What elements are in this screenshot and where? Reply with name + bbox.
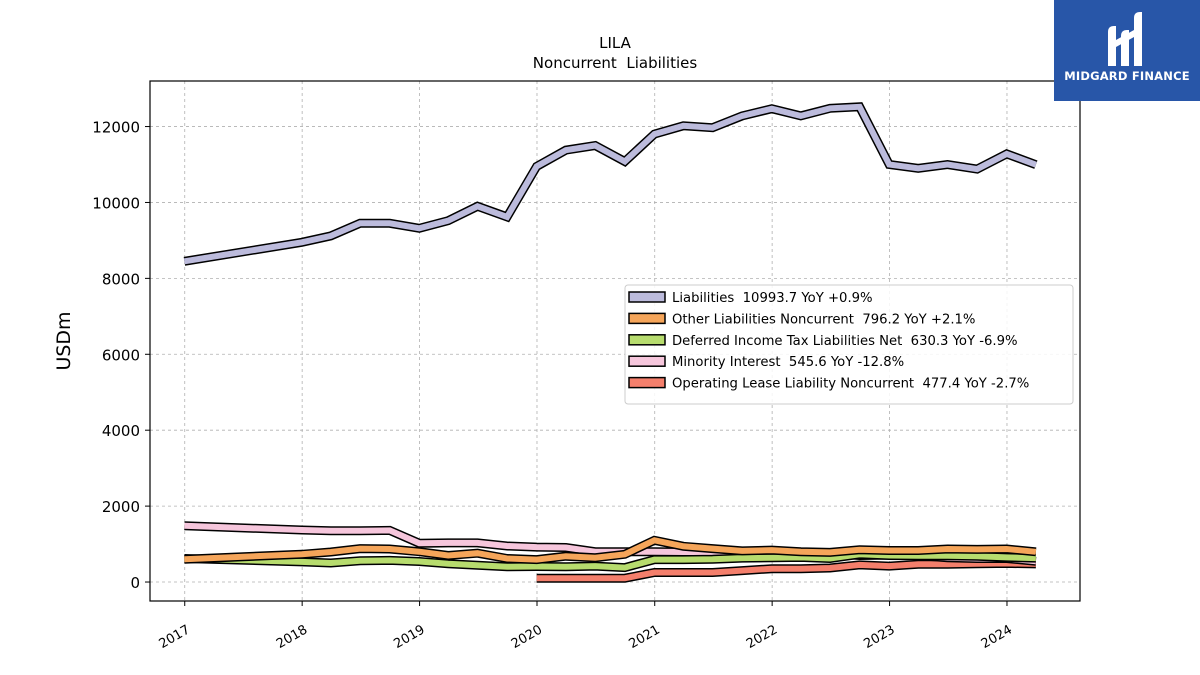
legend-swatch xyxy=(628,355,666,367)
y-tick-label: 4000 xyxy=(102,422,140,440)
plot-frame xyxy=(149,80,1081,602)
series-line xyxy=(536,560,1036,582)
x-tick-label: 2023 xyxy=(861,622,897,652)
chart-subtitle: Noncurrent Liabilities xyxy=(533,54,698,72)
legend-label: Liabilities 10993.7 YoY +0.9% xyxy=(672,291,873,306)
x-tick-label: 2024 xyxy=(979,622,1015,652)
y-tick-label: 2000 xyxy=(102,498,140,516)
x-tick-label: 2017 xyxy=(157,622,193,652)
brand-mark-icon xyxy=(1108,12,1142,66)
legend-label: Deferred Income Tax Liabilities Net 630.… xyxy=(672,334,1018,349)
legend-box xyxy=(624,284,1074,405)
y-tick-label: 10000 xyxy=(92,194,140,212)
x-tick-label: 2020 xyxy=(509,622,545,652)
y-tick-label: 0 xyxy=(130,574,140,592)
legend-swatch xyxy=(628,334,666,346)
chart-title: LILA xyxy=(599,34,631,52)
y-tick-label: 12000 xyxy=(92,119,140,137)
legend-label: Other Liabilities Noncurrent 796.2 YoY +… xyxy=(672,312,975,327)
y-axis-label: USDm xyxy=(53,311,75,370)
legend-swatch xyxy=(628,312,666,325)
x-tick-label: 2018 xyxy=(274,622,310,652)
legend-label: Operating Lease Liability Noncurrent 477… xyxy=(672,377,1029,392)
legend-label: Minority Interest 545.6 YoY -12.8% xyxy=(672,355,904,370)
legend: Liabilities 10993.7 YoY +0.9% Other Liabi… xyxy=(624,284,1074,405)
series-line xyxy=(184,551,1036,571)
series-line xyxy=(184,537,1037,563)
x-tick-label: 2022 xyxy=(744,622,780,652)
series-line xyxy=(183,103,1037,265)
brand-logo: MIDGARD FINANCE xyxy=(1054,0,1200,101)
legend-swatch xyxy=(628,291,666,303)
x-tick-label: 2019 xyxy=(391,622,427,652)
legend-swatch xyxy=(628,376,666,389)
series-lines xyxy=(183,102,1038,583)
brand-name: MIDGARD FINANCE xyxy=(1064,69,1190,83)
y-tick-label: 6000 xyxy=(102,346,140,364)
x-tick-label: 2021 xyxy=(627,622,663,652)
y-tick-label: 8000 xyxy=(102,270,140,288)
